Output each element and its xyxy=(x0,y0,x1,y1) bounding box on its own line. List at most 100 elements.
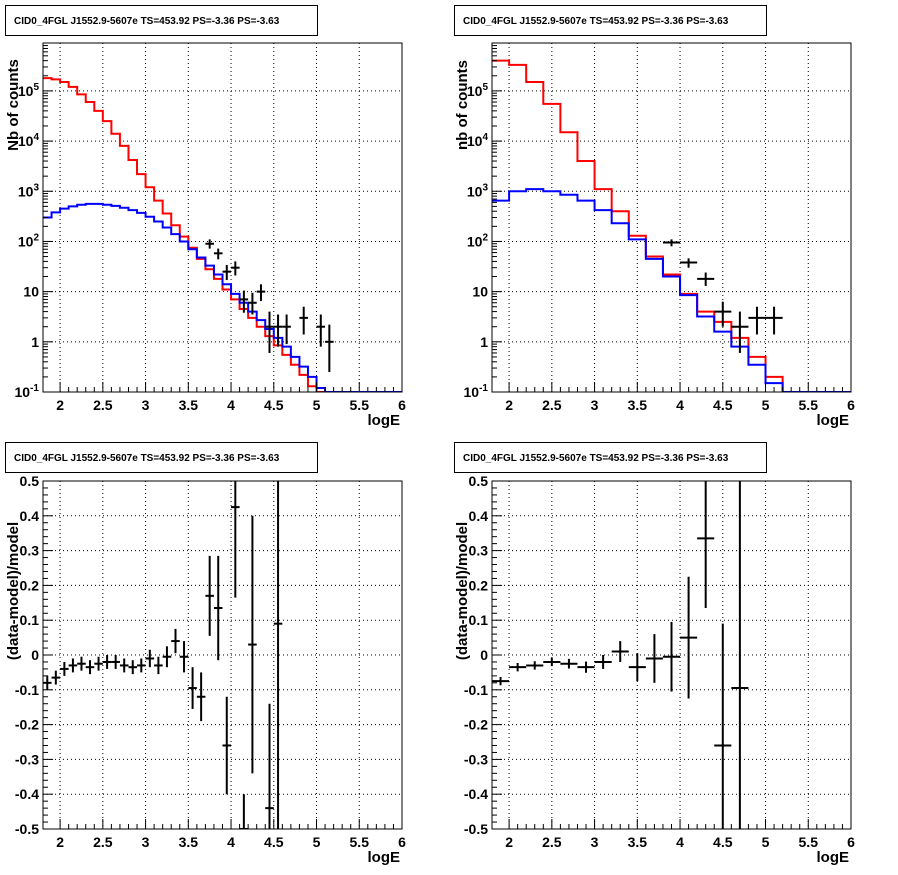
residual-point xyxy=(645,634,663,683)
y-tick-label: 0.4 xyxy=(469,508,489,524)
y-tick-label: 0.3 xyxy=(20,543,40,559)
x-tick-label: 6 xyxy=(847,834,855,850)
x-tick-label: 5 xyxy=(762,397,770,413)
y-tick-label: -0.1 xyxy=(464,682,488,698)
plot-area xyxy=(43,77,402,392)
residual-point xyxy=(731,481,749,829)
y-tick-label: -0.4 xyxy=(15,786,39,802)
y-axis-label: (data-model)/model xyxy=(454,522,471,660)
x-tick-label: 2 xyxy=(56,397,64,413)
data-point xyxy=(231,261,240,276)
residual-point xyxy=(94,656,103,671)
residual-point xyxy=(51,670,61,685)
residual-point xyxy=(102,655,112,669)
y-tick-label: 103 xyxy=(18,182,40,199)
residual-point xyxy=(128,660,138,675)
x-tick-label: 2.5 xyxy=(93,834,113,850)
x-tick-label: 5 xyxy=(313,397,321,413)
x-axis-label: logE xyxy=(368,412,401,429)
residual-point xyxy=(179,641,189,673)
chart-title-box xyxy=(5,5,318,36)
data-point xyxy=(205,239,214,249)
x-tick-label: 4.5 xyxy=(713,834,733,850)
plot-frame xyxy=(491,42,852,393)
x-tick-label: 4.5 xyxy=(264,397,284,413)
residual-point xyxy=(162,646,172,668)
chart-panel-3: CID0_4FGL J1552.9-5607e TS=453.92 PS=-3.… xyxy=(5,442,406,866)
x-tick-label: 4 xyxy=(676,397,684,413)
chart-panel-4: CID0_4FGL J1552.9-5607e TS=453.92 PS=-3.… xyxy=(454,442,855,866)
x-tick-label: 2.5 xyxy=(542,397,562,413)
data-point xyxy=(714,301,732,327)
plot-area xyxy=(492,481,749,829)
y-axis-label: nb of counts xyxy=(454,60,471,150)
residual-point xyxy=(509,663,527,672)
x-tick-label: 3.5 xyxy=(179,834,199,850)
y-tick-label: 105 xyxy=(467,82,489,99)
residual-point xyxy=(543,657,561,667)
y-tick-label: 0.3 xyxy=(469,543,489,559)
y-tick-label: 104 xyxy=(18,132,40,149)
y-tick-label: 10-1 xyxy=(464,383,489,400)
residual-point xyxy=(662,621,681,692)
chart-title: CID0_4FGL J1552.9-5607e TS=453.92 PS=-3.… xyxy=(14,16,280,27)
residual-point xyxy=(526,661,544,670)
y-tick-label: 0.5 xyxy=(20,473,40,489)
residual-point xyxy=(697,481,715,609)
residual-point xyxy=(213,555,223,661)
residual-point xyxy=(196,672,206,722)
y-tick-label: 1 xyxy=(480,334,488,350)
residual-point xyxy=(145,649,155,668)
x-tick-label: 4 xyxy=(227,397,235,413)
y-tick-label: 1 xyxy=(31,334,39,350)
y-tick-label: 102 xyxy=(18,232,40,249)
data-point xyxy=(731,311,749,353)
y-tick-label: -0.4 xyxy=(464,786,488,802)
data-point xyxy=(299,306,308,335)
residual-point xyxy=(68,658,78,673)
y-tick-label: 105 xyxy=(18,82,40,99)
residual-point xyxy=(222,696,232,795)
data-point xyxy=(239,290,249,313)
y-axis-label: (data-model)/model xyxy=(5,522,22,660)
residual-point xyxy=(594,655,612,669)
residual-point xyxy=(265,703,274,829)
x-tick-label: 3 xyxy=(591,397,599,413)
data-point xyxy=(265,311,274,353)
y-tick-label: 0.2 xyxy=(20,577,40,593)
residual-point xyxy=(680,576,698,699)
x-tick-label: 2 xyxy=(505,397,513,413)
data-point xyxy=(222,264,232,281)
grid xyxy=(43,43,402,392)
x-tick-label: 5.5 xyxy=(799,834,819,850)
y-tick-label: -0.3 xyxy=(15,751,39,767)
y-tick-label: 0.2 xyxy=(469,577,489,593)
x-tick-label: 3.5 xyxy=(628,397,648,413)
y-tick-label: -0.2 xyxy=(464,717,488,733)
data-point xyxy=(273,314,283,347)
series-line-model-component xyxy=(492,188,851,392)
y-tick-label: -0.5 xyxy=(15,821,39,837)
plot-frame xyxy=(42,480,403,830)
x-tick-label: 3.5 xyxy=(628,834,648,850)
y-axis: -0.5 -0.4 -0.3 -0.2 -0.1 0 0.1 0.2 0.3 0.4 0.5 (dat… xyxy=(5,473,53,837)
x-tick-label: 2 xyxy=(505,834,513,850)
data-point xyxy=(213,248,223,260)
x-tick-label: 5 xyxy=(313,834,321,850)
y-tick-label: 0.4 xyxy=(20,508,40,524)
chart-title-box xyxy=(5,442,318,473)
x-tick-label: 4.5 xyxy=(264,834,284,850)
x-tick-label: 6 xyxy=(398,397,406,413)
data-point xyxy=(662,239,681,247)
chart-title: CID0_4FGL J1552.9-5607e TS=453.92 PS=-3.… xyxy=(463,16,729,27)
residual-point xyxy=(85,660,95,675)
y-tick-label: -0.2 xyxy=(15,717,39,733)
x-axis-label: logE xyxy=(368,849,401,866)
y-tick-label: 10 xyxy=(23,284,39,300)
